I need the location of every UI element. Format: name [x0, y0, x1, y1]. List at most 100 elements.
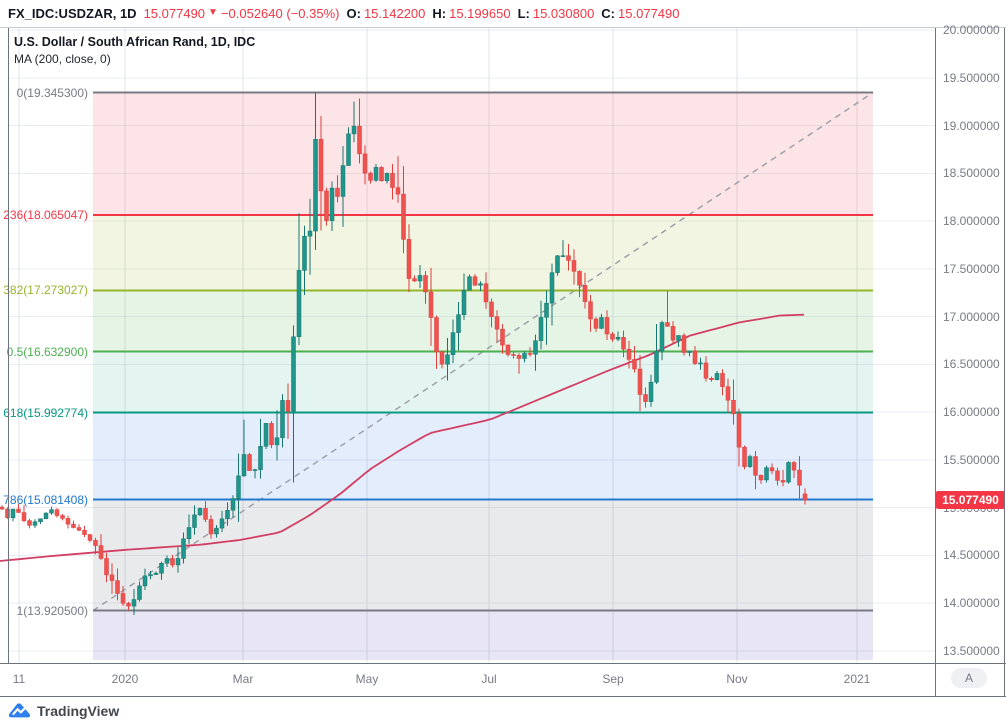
candle-body: [544, 302, 549, 318]
candle-body: [687, 350, 692, 353]
candle-body: [131, 599, 137, 607]
candle-body: [747, 456, 753, 467]
candle-body: [357, 125, 362, 155]
candle-body: [714, 373, 720, 380]
candle-body: [599, 317, 604, 329]
candle-body: [324, 190, 329, 221]
candle-body: [786, 462, 791, 483]
legend-ma-indicator[interactable]: MA (200, close, 0): [14, 52, 111, 66]
price-axis-label: 16.500000: [943, 357, 1000, 372]
time-axis-label: Mar: [232, 672, 254, 686]
chart-legend: U.S. Dollar / South African Rand, 1D, ID…: [14, 34, 255, 68]
candle-body: [758, 475, 764, 481]
fib-band: [93, 351, 873, 413]
candle-body: [87, 534, 93, 541]
candle-body: [5, 508, 10, 519]
candle-body: [313, 139, 318, 232]
candle-body: [142, 575, 148, 587]
candle-body: [153, 572, 159, 575]
candle-body: [318, 139, 324, 192]
candle-body: [731, 400, 736, 415]
last-price-badge: 15.077490: [936, 491, 1005, 510]
candle-body: [362, 153, 368, 174]
candle-body: [329, 187, 335, 221]
candle-body: [164, 558, 170, 564]
candle-body: [709, 378, 714, 380]
candle-body: [186, 527, 192, 540]
time-axis-pane[interactable]: A 11 2020 Mar May Jul Sep Nov 2021: [0, 663, 1006, 696]
candle-body: [571, 260, 577, 272]
candle-body: [32, 521, 38, 526]
candle-body: [98, 545, 104, 559]
candle-body: [577, 271, 582, 286]
fib-level-label: 1(13.920500): [16, 603, 88, 618]
candle-body: [351, 125, 357, 135]
candle-body: [483, 283, 489, 303]
candle-body: [252, 469, 258, 471]
candle-body: [467, 276, 472, 291]
candle-body: [258, 446, 263, 470]
symbol-name[interactable]: FX_IDC:USDZAR, 1D: [8, 6, 137, 21]
candle-body: [76, 527, 82, 531]
candle-body: [10, 508, 16, 519]
price-axis-label: 17.500000: [943, 261, 1000, 276]
price-axis-label: 14.000000: [943, 596, 1000, 610]
candle-body: [307, 230, 313, 237]
candle-body: [181, 538, 186, 559]
time-axis-separator: [0, 663, 1006, 664]
candle-body: [566, 255, 571, 261]
candle-body: [445, 354, 450, 365]
low-value: 15.030800: [532, 6, 595, 21]
candle-body: [505, 344, 511, 355]
candle-body: [197, 508, 203, 516]
auto-scale-button[interactable]: A: [951, 668, 987, 688]
candle-body: [335, 187, 340, 197]
fib-level-label: 0(19.345300): [16, 85, 88, 100]
open-label: O:: [346, 6, 361, 21]
candlestick-series: [0, 92, 808, 615]
candle-body: [516, 355, 522, 359]
candle-body: [676, 335, 681, 341]
candle-body: [692, 350, 698, 364]
candle-body: [417, 275, 423, 282]
price-axis-label: 20.000000: [943, 23, 1000, 37]
candle-body: [214, 527, 219, 535]
candle-body: [637, 368, 643, 395]
price-axis-label: 15.500000: [943, 452, 1000, 467]
candle-body: [769, 467, 775, 472]
candle-body: [406, 239, 412, 279]
ma-200-line[interactable]: [0, 313, 805, 562]
candle-body: [478, 283, 483, 286]
candle-body: [148, 574, 153, 577]
time-axis-label: 2021: [843, 672, 871, 686]
price-axis-separator: [935, 28, 936, 696]
tradingview-logo-text[interactable]: TradingView: [37, 702, 120, 719]
price-axis-pane[interactable]: 20.000000 19.500000 19.000000 18.500000 18.0…: [936, 23, 1006, 663]
candle-body: [670, 326, 676, 341]
candle-body: [538, 317, 544, 341]
open-value: 15.142200: [363, 6, 426, 21]
candle-body: [742, 446, 747, 467]
candle-body: [527, 353, 533, 355]
candle-body: [461, 289, 467, 315]
candle-body: [225, 510, 230, 520]
candle-body: [654, 350, 659, 383]
fib-band: [93, 92, 873, 215]
price-axis-label: 19.000000: [943, 118, 1000, 133]
time-axis-label: Sep: [602, 672, 624, 686]
candle-body: [632, 359, 637, 370]
candle-body: [412, 278, 417, 282]
candle-body: [236, 475, 241, 499]
candle-body: [401, 193, 406, 240]
high-value: 15.199650: [449, 6, 511, 21]
candle-body: [604, 317, 610, 335]
candle-body: [104, 558, 109, 576]
candle-body: [456, 314, 461, 333]
candle-body: [291, 336, 296, 412]
candle-body: [450, 332, 456, 355]
candle-body: [560, 255, 566, 257]
candle-body: [373, 167, 379, 181]
legend-symbol-title[interactable]: U.S. Dollar / South African Rand, 1D, ID…: [14, 35, 256, 49]
candle-body: [280, 400, 285, 438]
